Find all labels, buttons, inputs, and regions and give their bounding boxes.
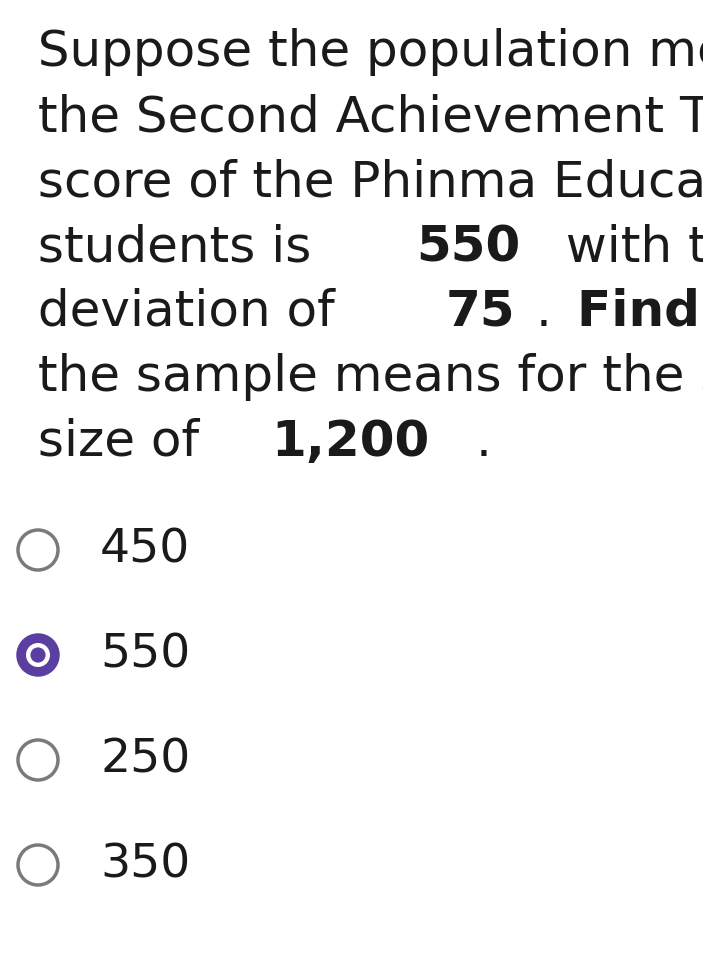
Text: 75: 75 — [446, 288, 516, 336]
Text: Suppose the population mean for: Suppose the population mean for — [22, 28, 703, 76]
Text: 350: 350 — [100, 842, 191, 887]
Text: 550: 550 — [100, 632, 191, 677]
Text: .: . — [475, 418, 491, 466]
Text: students is: students is — [22, 223, 328, 271]
Circle shape — [18, 635, 58, 675]
Text: .: . — [536, 288, 567, 336]
Circle shape — [26, 643, 50, 667]
Text: deviation of: deviation of — [22, 288, 351, 336]
Text: the Second Achievement Test: the Second Achievement Test — [22, 93, 703, 141]
Text: 250: 250 — [100, 738, 191, 783]
Text: the sample means for the sample: the sample means for the sample — [22, 353, 703, 401]
Circle shape — [30, 648, 46, 663]
Text: score of the Phinma Education: score of the Phinma Education — [22, 158, 703, 206]
Text: 550: 550 — [416, 223, 520, 271]
Text: size of: size of — [22, 418, 215, 466]
Text: 450: 450 — [100, 528, 191, 573]
Text: 1,200: 1,200 — [271, 418, 430, 466]
Text: Find the mean: Find the mean — [577, 288, 703, 336]
Text: with the standard: with the standard — [550, 223, 703, 271]
